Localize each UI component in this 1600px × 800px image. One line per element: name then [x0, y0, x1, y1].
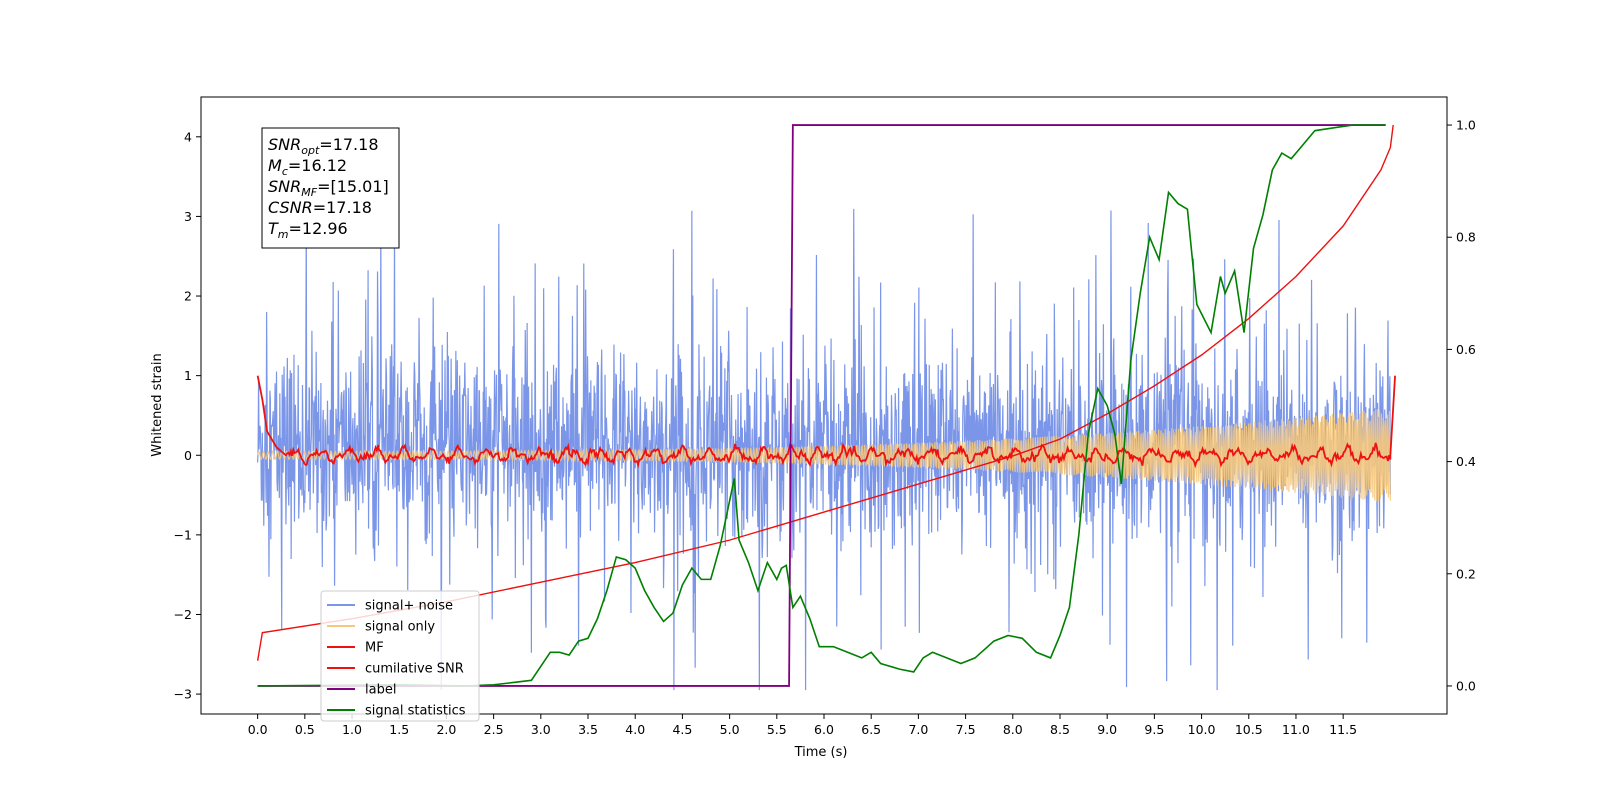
- y-tick-label: −2: [174, 607, 192, 622]
- annotation-line: Tm=12.96: [268, 219, 348, 241]
- annotation-line: Mc=16.12: [268, 156, 347, 178]
- annotation-symbol: M: [268, 156, 282, 175]
- series-label: [257, 124, 1386, 687]
- annotation-value: =12.96: [289, 219, 348, 238]
- legend-entry: signal+ noise: [365, 599, 453, 614]
- x-tick-label: 1.5: [389, 722, 409, 737]
- x-tick-label: 8.5: [1050, 722, 1070, 737]
- x-tick-label: 3.0: [531, 722, 551, 737]
- legend-entry: label: [365, 683, 396, 698]
- annotation-symbol: SNR: [268, 135, 301, 154]
- annotation-frame: [261, 127, 400, 249]
- x-tick-label: 3.5: [578, 722, 598, 737]
- legend-entry: signal only: [365, 620, 435, 635]
- annotation-symbol: T: [268, 219, 279, 238]
- y-tick-label: 0: [184, 448, 192, 463]
- annotation-subscript: c: [282, 165, 288, 178]
- annotation-line: SNRopt=17.18: [268, 135, 379, 157]
- x-tick-label: 6.5: [861, 722, 881, 737]
- x-tick-label: 10.0: [1188, 722, 1216, 737]
- x-tick-label: 9.0: [1097, 722, 1117, 737]
- legend-entry: MF: [365, 641, 384, 656]
- x-tick-label: 0.0: [248, 722, 268, 737]
- annotation-subscript: MF: [301, 186, 317, 199]
- annotation-subscript: m: [278, 228, 289, 241]
- x-tick-label: 2.5: [484, 722, 504, 737]
- x-tick-label: 7.5: [956, 722, 976, 737]
- x-tick-label: 5.5: [767, 722, 787, 737]
- x-tick-label: 7.0: [908, 722, 928, 737]
- annotation-symbol: CSNR: [268, 198, 313, 217]
- x-tick-label: 6.0: [814, 722, 834, 737]
- x-tick-label: 0.5: [295, 722, 315, 737]
- x-tick-label: 5.0: [720, 722, 740, 737]
- y2-tick-label: 0.2: [1456, 566, 1476, 581]
- annotation-value: =16.12: [288, 156, 347, 175]
- legend-entry: cumilative SNR: [365, 662, 464, 677]
- legend: signal+ noise signal only MF cumilative SNR…: [320, 590, 480, 722]
- annotation-value: =17.18: [319, 135, 378, 154]
- y2-tick-label: 0.8: [1456, 230, 1476, 245]
- y2-tick-label: 0.4: [1456, 454, 1476, 469]
- series-signal-statistics: [257, 124, 1386, 687]
- y-tick-label: −1: [174, 527, 192, 542]
- y-axis-label: Whitened strain: [150, 353, 165, 456]
- y2-tick-label: 0.6: [1456, 342, 1476, 357]
- y2-tick-label: 0.0: [1456, 678, 1476, 693]
- x-tick-label: 10.5: [1235, 722, 1263, 737]
- y-tick-label: 4: [184, 129, 192, 144]
- legend-frame: [320, 590, 480, 722]
- x-axis-label: Time (s): [794, 745, 848, 760]
- series-mf: [256, 375, 1396, 469]
- x-tick-label: 4.0: [625, 722, 645, 737]
- x-tick-label: 1.0: [342, 722, 362, 737]
- y-tick-label: 2: [184, 289, 192, 304]
- x-tick-label: 9.5: [1144, 722, 1164, 737]
- annotation-subscript: opt: [301, 144, 320, 157]
- annotation-symbol: SNR: [268, 177, 301, 196]
- x-tick-label: 8.0: [1003, 722, 1023, 737]
- x-tick-label: 2.0: [436, 722, 456, 737]
- annotation-line: CSNR=17.18: [268, 198, 372, 217]
- x-tick-label: 4.5: [672, 722, 692, 737]
- annotation-box: SNRopt=17.18Mc=16.12SNRMF=[15.01]CSNR=17…: [261, 127, 400, 249]
- y-tick-label: −3: [174, 687, 192, 702]
- annotation-value: =17.18: [313, 198, 372, 217]
- x-tick-label: 11.5: [1329, 722, 1357, 737]
- annotation-value: =[15.01]: [317, 177, 389, 196]
- y-tick-label: 1: [184, 368, 192, 383]
- x-tick-label: 11.0: [1282, 722, 1310, 737]
- legend-entry: signal statistics: [365, 704, 466, 719]
- y-tick-label: 3: [184, 209, 192, 224]
- y2-tick-label: 1.0: [1456, 118, 1476, 133]
- annotation-line: SNRMF=[15.01]: [268, 177, 389, 199]
